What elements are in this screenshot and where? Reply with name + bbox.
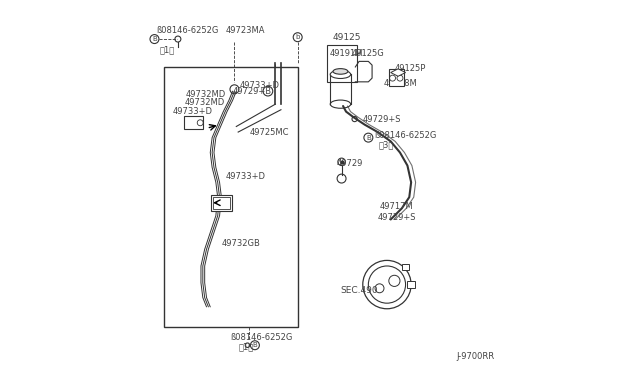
Text: 49125: 49125: [333, 33, 362, 42]
Text: B: B: [253, 342, 257, 348]
Text: 49728M: 49728M: [383, 79, 417, 88]
Text: 49125P: 49125P: [394, 64, 426, 73]
Text: B: B: [366, 135, 371, 141]
Bar: [389, 69, 404, 86]
Polygon shape: [390, 69, 406, 76]
Text: 49732GB: 49732GB: [221, 239, 260, 248]
Bar: [213, 197, 230, 209]
Text: 49732MD: 49732MD: [184, 98, 225, 107]
Bar: [328, 45, 357, 82]
Text: 49729+B: 49729+B: [232, 87, 272, 96]
Bar: [408, 281, 415, 288]
Text: SEC.490: SEC.490: [340, 286, 378, 295]
Ellipse shape: [330, 100, 351, 108]
Text: b: b: [296, 34, 300, 40]
Text: 49191M: 49191M: [330, 49, 363, 58]
Text: 49717M: 49717M: [380, 202, 413, 211]
Ellipse shape: [330, 70, 351, 78]
Text: 49729+S: 49729+S: [378, 213, 416, 222]
Text: ß08146-6252G: ß08146-6252G: [231, 333, 293, 342]
Text: 49733+D: 49733+D: [173, 107, 213, 116]
Text: J-9700RR: J-9700RR: [457, 352, 495, 361]
Text: 49733+D: 49733+D: [225, 172, 265, 181]
Text: （3）: （3）: [378, 141, 394, 150]
Bar: [164, 67, 298, 327]
Text: （1）: （1）: [238, 342, 253, 351]
Bar: [184, 116, 203, 129]
Text: 49125G: 49125G: [351, 49, 385, 58]
Bar: [402, 264, 408, 270]
Text: 49725MC: 49725MC: [250, 128, 289, 137]
Text: 49729: 49729: [337, 159, 363, 168]
Ellipse shape: [333, 68, 348, 74]
Text: B: B: [152, 36, 157, 42]
Text: 49732MD: 49732MD: [186, 90, 227, 99]
Bar: [211, 195, 232, 211]
Text: 49733+D: 49733+D: [240, 81, 280, 90]
Text: 49723MA: 49723MA: [225, 26, 265, 35]
Text: 49729+S: 49729+S: [363, 115, 401, 124]
Text: ß08146-6252G: ß08146-6252G: [374, 131, 436, 140]
Text: ß08146-6252G: ß08146-6252G: [156, 26, 219, 35]
Text: （1）: （1）: [159, 45, 175, 54]
